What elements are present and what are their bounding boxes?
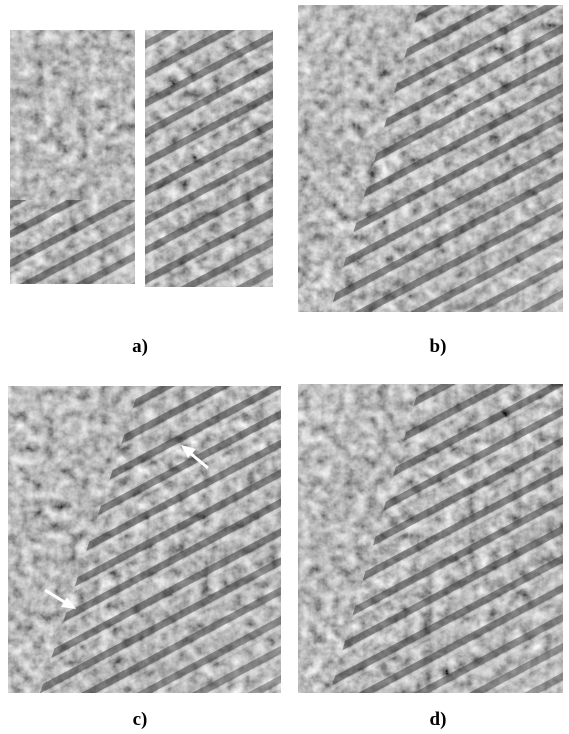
image-a-left	[10, 30, 135, 284]
image-a-right	[145, 30, 273, 287]
panel-label: b)	[430, 336, 447, 357]
image-c	[8, 386, 281, 693]
image-d	[298, 384, 563, 693]
panel-label: d)	[430, 709, 447, 730]
panel-label: c)	[133, 709, 148, 730]
panel-label: a)	[132, 336, 148, 357]
figure: a) b) c) d)	[0, 0, 569, 734]
image-b	[298, 5, 563, 312]
